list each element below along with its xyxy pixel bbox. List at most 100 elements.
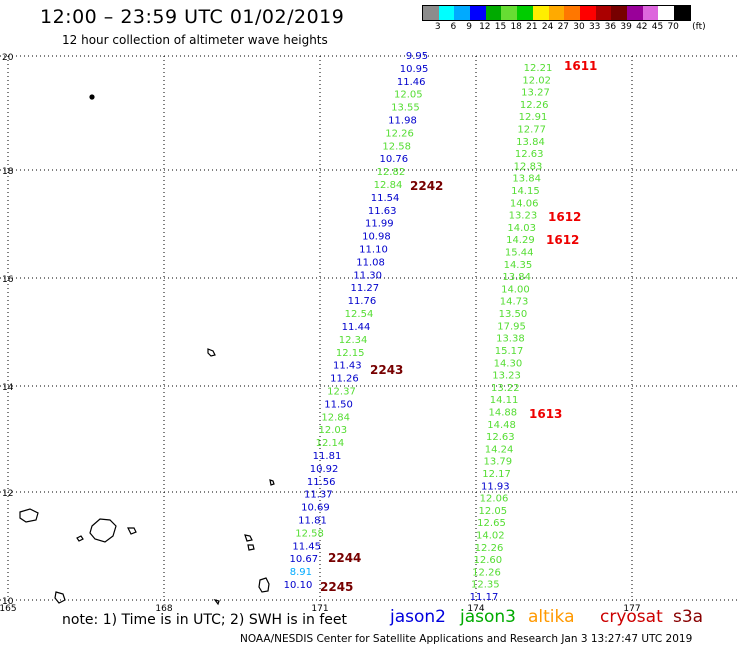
jason2-value: 13.55 [391,103,420,114]
legend-label: 15 [494,22,507,32]
latitude-label: 12 [2,489,13,499]
legend-swatch [626,6,643,20]
jason3-value: 13.38 [496,334,525,345]
legend-swatch [423,6,439,20]
jason2-value: 12.26 [385,128,414,139]
jason3-value: 11.17 [470,592,499,603]
jason2-value: 12.34 [339,335,368,346]
jason2-value: 11.08 [356,257,385,268]
page-title: 12:00 – 23:59 UTC 01/02/2019 [40,6,345,28]
latitude-label: 20 [2,53,14,63]
jason3-value: 12.21 [524,63,553,74]
island [127,527,137,535]
jason2-value: 11.45 [292,541,321,552]
legend-label: 3 [434,22,441,32]
jason3-value: 14.00 [501,284,530,295]
jason3-value: 11.93 [481,481,510,492]
legend-swatch [642,6,659,20]
jason3-value: 12.77 [517,125,546,136]
jason2-value: 10.10 [284,580,313,591]
jason2-value: 12.54 [345,309,374,320]
legend-swatch [674,6,690,20]
jason2-value: 11.54 [371,193,400,204]
time-label-jason3: 1612 [546,233,579,247]
jason2-value: 10.95 [400,64,429,75]
time-label-jason3: 1611 [564,59,597,73]
legend-label: 9 [466,22,472,32]
latitude-label: 14 [2,383,14,393]
legend-label: 6 [450,22,457,32]
jason3-value: 14.03 [507,223,536,234]
legend-label: 24 [541,22,554,32]
legend-swatch [485,6,502,20]
jason3-value: 13.50 [499,309,528,320]
jason3-value: 14.02 [476,531,505,542]
legend-swatch [579,6,596,20]
jason3-value: 15.17 [495,346,524,357]
legend-swatch [595,6,612,20]
longitude-label: 177 [623,604,640,614]
jason3-value: 13.79 [483,457,512,468]
jason2-track: 9.9510.9511.4612.0513.5511.9812.2612.581… [284,51,429,591]
jason2-value: 10.98 [362,232,391,243]
legend-label: 27 [557,22,570,32]
legend-cryosat: cryosat [600,607,663,627]
island [207,348,216,357]
footer-note: note: 1) Time is in UTC; 2) SWH is in fe… [62,612,348,628]
jason3-value: 14.29 [506,235,535,246]
jason3-value: 12.26 [520,100,549,111]
jason2-value: 12.15 [336,348,365,359]
jason3-value: 13.23 [509,211,538,222]
legend-swatch [438,6,455,20]
color-legend: 3 6 9 12 15 18 21 24 27 30 33 36 39 42 45 70 (ft) [422,5,706,33]
island [247,544,255,551]
jason2-value: 11.76 [348,296,377,307]
jason3-value: 14.06 [510,198,539,209]
jason3-value: 12.63 [486,432,515,443]
legend-swatch [611,6,627,20]
jason3-value: 12.17 [482,469,511,480]
jason3-value: 14.35 [504,260,533,271]
legend-label: 70 [667,22,679,32]
credit-line: NOAA/NESDIS Center for Satellite Applica… [240,633,693,645]
jason3-value: 17.95 [497,321,526,332]
jason3-value: 14.24 [485,444,514,455]
jason2-value: 12.03 [318,425,347,436]
legend-label: 33 [588,22,601,32]
jason3-value: 13.23 [492,371,521,382]
island [258,577,270,593]
jason2-value: 10.69 [301,503,330,514]
jason2-value: 10.76 [379,154,408,165]
jason2-value: 10.67 [289,554,318,565]
jason3-value: 14.15 [511,186,540,197]
time-label-jason3: 1612 [548,210,581,224]
legend-swatches [422,5,691,21]
island [213,599,220,606]
jason3-value: 13.84 [502,272,531,283]
longitude-label: 165 [0,604,17,614]
island [244,534,253,542]
jason2-value: 11.50 [324,399,353,410]
jason2-value: 12.84 [374,180,403,191]
time-label-jason2: 2245 [320,580,353,594]
legend-label: 45 [651,22,664,32]
jason2-value: 12.05 [394,90,423,101]
legend-jason3: jason3 [460,607,516,627]
latitude-labels: 20 18 16 14 12 10 [2,53,14,607]
longitude-labels: 165 168 171 174 177 [0,604,641,614]
jason2-value: 11.26 [330,374,359,385]
jason3-track: 12.2112.0213.2712.2612.9112.7713.8412.63… [470,63,553,603]
jason3-value: 12.91 [519,112,548,123]
jason2-value: 11.43 [333,361,362,372]
jason3-value: 12.63 [515,149,544,160]
jason3-value: 14.11 [490,395,519,406]
jason3-value: 14.73 [500,297,529,308]
jason2-value: 12.58 [382,141,411,152]
jason3-value: 14.88 [488,408,517,419]
land-outlines [19,94,275,606]
lat-lon-grid [0,55,738,602]
longitude-label: 168 [155,604,172,614]
jason2-value: 12.37 [327,387,356,398]
jason2-value: 12.84 [321,412,350,423]
legend-swatch [501,6,518,20]
